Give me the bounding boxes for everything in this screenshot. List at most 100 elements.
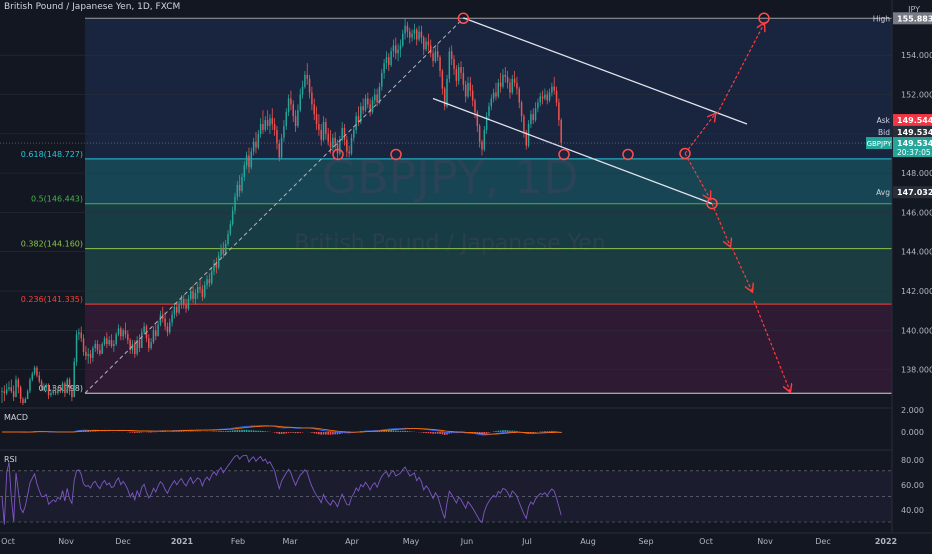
candle-body: [248, 155, 250, 167]
macd-hist-bar: [213, 431, 215, 432]
candle-body: [183, 299, 185, 305]
candle-body: [176, 307, 178, 313]
candle[interactable]: [115, 332, 117, 346]
macd-hist-bar: [134, 432, 136, 433]
candle-body: [521, 102, 523, 116]
candle-body: [299, 95, 301, 111]
candle[interactable]: [73, 358, 75, 397]
candle-body: [122, 330, 124, 336]
candle-body: [29, 379, 31, 391]
candle-body: [311, 93, 313, 105]
candle-body: [53, 391, 55, 393]
candle-body: [537, 102, 539, 108]
candle[interactable]: [76, 330, 78, 365]
candle-body: [388, 57, 390, 65]
candle-body: [332, 138, 334, 148]
candle-body: [500, 83, 502, 87]
candle-body: [204, 285, 206, 297]
candle-body: [78, 332, 80, 334]
candle-body: [8, 387, 10, 389]
fib-label: 0(136.798): [39, 384, 83, 393]
candle-body: [539, 96, 541, 102]
candle-body: [171, 315, 173, 323]
macd-hist-bar: [244, 430, 246, 432]
macd-hist-bar: [288, 432, 290, 433]
macd-hist-bar: [181, 431, 183, 432]
macd-hist-bar: [393, 430, 395, 432]
macd-hist-bar: [442, 432, 444, 434]
price-tick: 142.000: [901, 287, 932, 296]
macd-hist-bar: [283, 432, 285, 434]
candle-body: [309, 79, 311, 93]
candle-body: [386, 57, 388, 63]
candle-body: [472, 91, 474, 101]
macd-hist-bar: [330, 432, 332, 435]
candle-body: [519, 89, 521, 103]
candle-body: [353, 130, 355, 138]
price-tag-name: Bid: [878, 128, 890, 137]
macd-hist-bar: [428, 432, 430, 433]
candle-body: [530, 114, 532, 124]
candle-body: [479, 126, 481, 142]
macd-hist-bar: [190, 431, 192, 432]
candle-body: [57, 389, 59, 393]
candle-body: [430, 45, 432, 53]
candle-body: [428, 41, 430, 45]
candle-body: [535, 108, 537, 120]
candle-body: [225, 244, 227, 254]
candle-body: [246, 155, 248, 165]
candle-body: [421, 32, 423, 38]
candle-body: [4, 391, 6, 393]
candle-body: [367, 98, 369, 104]
candle-body: [251, 152, 253, 168]
macd-hist-bar: [486, 432, 488, 433]
candle-body: [344, 128, 346, 140]
macd-hist-bar: [234, 430, 236, 432]
candle-body: [551, 87, 553, 93]
candle-body: [348, 152, 350, 154]
macd-hist-bar: [183, 431, 185, 432]
price-tag-name: High: [873, 14, 890, 23]
candle-body: [435, 51, 437, 61]
candle-body: [288, 98, 290, 112]
candle-body: [542, 96, 544, 98]
candle-body: [337, 144, 339, 154]
time-tick: Dec: [815, 537, 830, 546]
price-tag-name: Avg: [876, 188, 890, 197]
candle-body: [481, 142, 483, 150]
candle-body: [73, 362, 75, 397]
candle[interactable]: [29, 377, 31, 393]
candle-body: [425, 41, 427, 49]
candle-body: [6, 389, 8, 393]
candle-body: [60, 389, 62, 391]
candle-body: [258, 134, 260, 148]
macd-hist-bar: [129, 432, 131, 433]
candle-body: [355, 116, 357, 130]
time-tick: Sep: [638, 537, 653, 546]
macd-hist-bar: [404, 431, 406, 432]
candle[interactable]: [66, 377, 68, 393]
candle[interactable]: [449, 47, 451, 82]
macd-hist-bar: [276, 432, 278, 433]
price-tag-value: 147.032: [897, 188, 932, 197]
macd-hist-bar: [425, 432, 427, 433]
candle-body: [376, 95, 378, 103]
last-tag-name: GBPJPY: [867, 140, 893, 148]
candle-body: [272, 118, 274, 124]
candle-body: [493, 93, 495, 99]
candle-body: [560, 120, 562, 143]
candle-body: [125, 330, 127, 334]
macd-hist-bar: [544, 431, 546, 432]
candle-body: [46, 385, 48, 387]
macd-hist-bar: [295, 432, 297, 433]
candle-body: [313, 104, 315, 114]
macd-hist-bar: [435, 432, 437, 434]
macd-hist-bar: [218, 431, 220, 432]
candle-body: [209, 279, 211, 283]
candle-body: [393, 45, 395, 51]
candle-body: [104, 338, 106, 344]
macd-hist-bar: [430, 432, 432, 433]
candle-body: [397, 49, 399, 53]
